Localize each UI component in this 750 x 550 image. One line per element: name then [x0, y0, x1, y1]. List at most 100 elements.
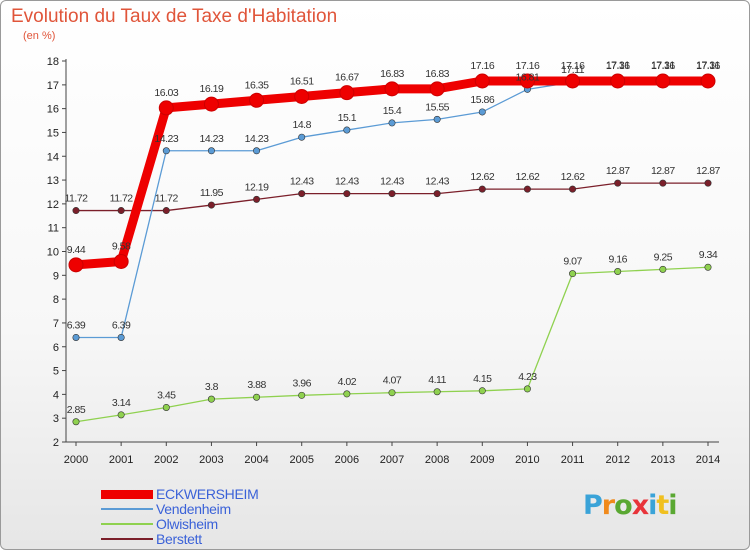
data-label: 17.16 [516, 60, 540, 72]
logo-letter: t [656, 490, 669, 521]
data-point [207, 201, 215, 209]
data-label: 3.96 [292, 377, 311, 389]
data-point [565, 73, 581, 89]
series-berstett [72, 179, 712, 215]
data-point [614, 179, 622, 187]
x-tick-label: 2011 [561, 454, 585, 466]
data-label: 4.07 [383, 375, 402, 387]
data-label: 6.39 [112, 319, 131, 331]
data-label: 6.39 [67, 319, 86, 331]
data-label: 9.34 [699, 249, 718, 261]
data-label: 4.02 [338, 376, 357, 388]
logo-letter: x [631, 490, 649, 521]
data-point [72, 333, 80, 341]
data-point [704, 179, 712, 187]
data-label: 12.87 [696, 165, 720, 177]
data-point [162, 207, 170, 215]
chart-title: Evolution du Taux de Taxe d'Habitation [11, 6, 338, 27]
data-label: 11.72 [155, 193, 179, 205]
data-label: 12.19 [245, 181, 269, 193]
data-label: 16.19 [200, 83, 224, 95]
data-point [72, 418, 80, 426]
data-label: 14.23 [245, 133, 269, 145]
data-label: 3.45 [157, 389, 176, 401]
data-point [253, 147, 261, 155]
legend-swatch [101, 508, 153, 510]
y-tick-label: 9 [53, 270, 59, 282]
data-label: 4.15 [473, 373, 492, 385]
data-point [569, 185, 577, 193]
data-label: 17.16 [696, 60, 720, 72]
data-point [523, 385, 531, 393]
data-label: 9.16 [608, 254, 627, 266]
data-point [298, 190, 306, 198]
logo-letter: i [648, 490, 657, 521]
data-label: 9.07 [563, 256, 582, 268]
data-point [433, 190, 441, 198]
y-tick-label: 5 [53, 366, 59, 378]
data-label: 16.83 [380, 68, 404, 80]
data-label: 3.88 [247, 379, 266, 391]
data-point [343, 126, 351, 134]
legend-swatch [101, 489, 153, 499]
data-label: 12.62 [561, 171, 585, 183]
y-tick-label: 16 [47, 104, 59, 116]
data-label: 2.85 [67, 404, 86, 416]
y-tick-label: 15 [47, 127, 59, 139]
data-label: 17.16 [561, 60, 585, 72]
x-tick-label: 2008 [425, 454, 449, 466]
data-label: 12.87 [606, 165, 630, 177]
data-label: 4.23 [518, 371, 537, 383]
data-label: 17.31 [651, 59, 675, 71]
x-tick-label: 2004 [244, 454, 268, 466]
data-label: 17.31 [606, 59, 630, 71]
data-label: 16.67 [335, 72, 359, 84]
data-point [388, 389, 396, 397]
y-tick-label: 6 [53, 342, 59, 354]
data-label: 14.23 [154, 133, 178, 145]
data-label: 16.51 [290, 75, 314, 87]
data-label: 15.86 [470, 94, 494, 106]
data-point [253, 393, 261, 401]
legend-swatch [101, 538, 153, 540]
y-tick-label: 2 [53, 437, 59, 449]
data-point [68, 257, 84, 273]
legend-swatch [101, 523, 153, 525]
series-eckwersheim [68, 73, 716, 273]
data-point [569, 270, 577, 278]
data-point [343, 190, 351, 198]
y-tick-label: 4 [53, 389, 59, 401]
data-point [162, 147, 170, 155]
data-label: 17.16 [606, 60, 630, 72]
chart-subtitle: (en %) [23, 30, 56, 42]
data-label: 12.43 [335, 176, 359, 188]
data-point [429, 81, 445, 97]
series-layer [68, 73, 716, 426]
x-tick-label: 2013 [651, 454, 675, 466]
data-point [519, 73, 535, 89]
x-tick-label: 2010 [515, 454, 539, 466]
data-label: 12.43 [425, 176, 449, 188]
data-point [478, 108, 486, 116]
y-tick-label: 13 [47, 175, 59, 187]
data-point [117, 411, 125, 419]
x-tick-label: 2000 [64, 454, 88, 466]
data-label: 9.58 [112, 241, 131, 253]
data-point [158, 100, 174, 116]
data-label: 16.81 [516, 71, 540, 83]
data-label: 3.14 [112, 397, 131, 409]
data-point [298, 391, 306, 399]
proxiti-logo: Proxiti [583, 490, 678, 521]
y-tick-label: 18 [47, 56, 59, 68]
y-tick-label: 10 [47, 247, 59, 259]
data-point [700, 73, 716, 89]
data-point [294, 88, 310, 104]
data-label: 17.16 [651, 60, 675, 72]
data-label: 12.43 [290, 176, 314, 188]
data-point [659, 179, 667, 187]
data-point [207, 395, 215, 403]
y-tick-label: 11 [48, 223, 59, 235]
data-label: 17.11 [561, 64, 585, 76]
